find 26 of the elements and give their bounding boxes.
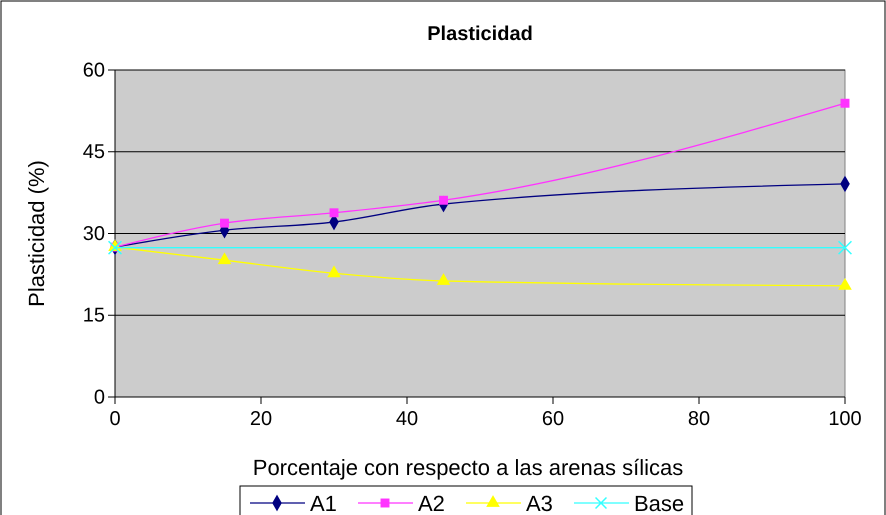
legend-label: Base bbox=[634, 491, 684, 515]
y-tick-label: 45 bbox=[82, 141, 105, 164]
y-tick-label: 0 bbox=[94, 386, 105, 408]
y-axis-title: Plasticidad (%) bbox=[24, 160, 49, 307]
x-tick-label: 40 bbox=[396, 408, 418, 430]
point bbox=[330, 208, 338, 218]
y-tick-label: 60 bbox=[82, 59, 105, 82]
y-tick-label: 15 bbox=[82, 304, 105, 327]
x-tick-label: 20 bbox=[250, 408, 272, 430]
legend-label: A1 bbox=[310, 491, 337, 515]
point bbox=[838, 278, 852, 290]
point bbox=[327, 265, 341, 278]
legend-label: A2 bbox=[418, 491, 445, 515]
y-tick-label: 30 bbox=[82, 222, 105, 245]
point bbox=[220, 218, 229, 228]
point bbox=[840, 98, 850, 108]
x-tick-label: 0 bbox=[109, 408, 121, 430]
chart-title: Plasticidad bbox=[427, 23, 533, 45]
point bbox=[436, 273, 450, 285]
point bbox=[218, 252, 232, 264]
legend-label: A3 bbox=[526, 491, 553, 515]
point bbox=[838, 240, 852, 255]
x-tick-label: 80 bbox=[688, 408, 710, 430]
x-axis-title: Porcentaje con respecto a las arenas sílicas bbox=[252, 455, 684, 480]
x-tick-label: 100 bbox=[828, 408, 862, 430]
x-tick-label: 60 bbox=[542, 408, 564, 430]
